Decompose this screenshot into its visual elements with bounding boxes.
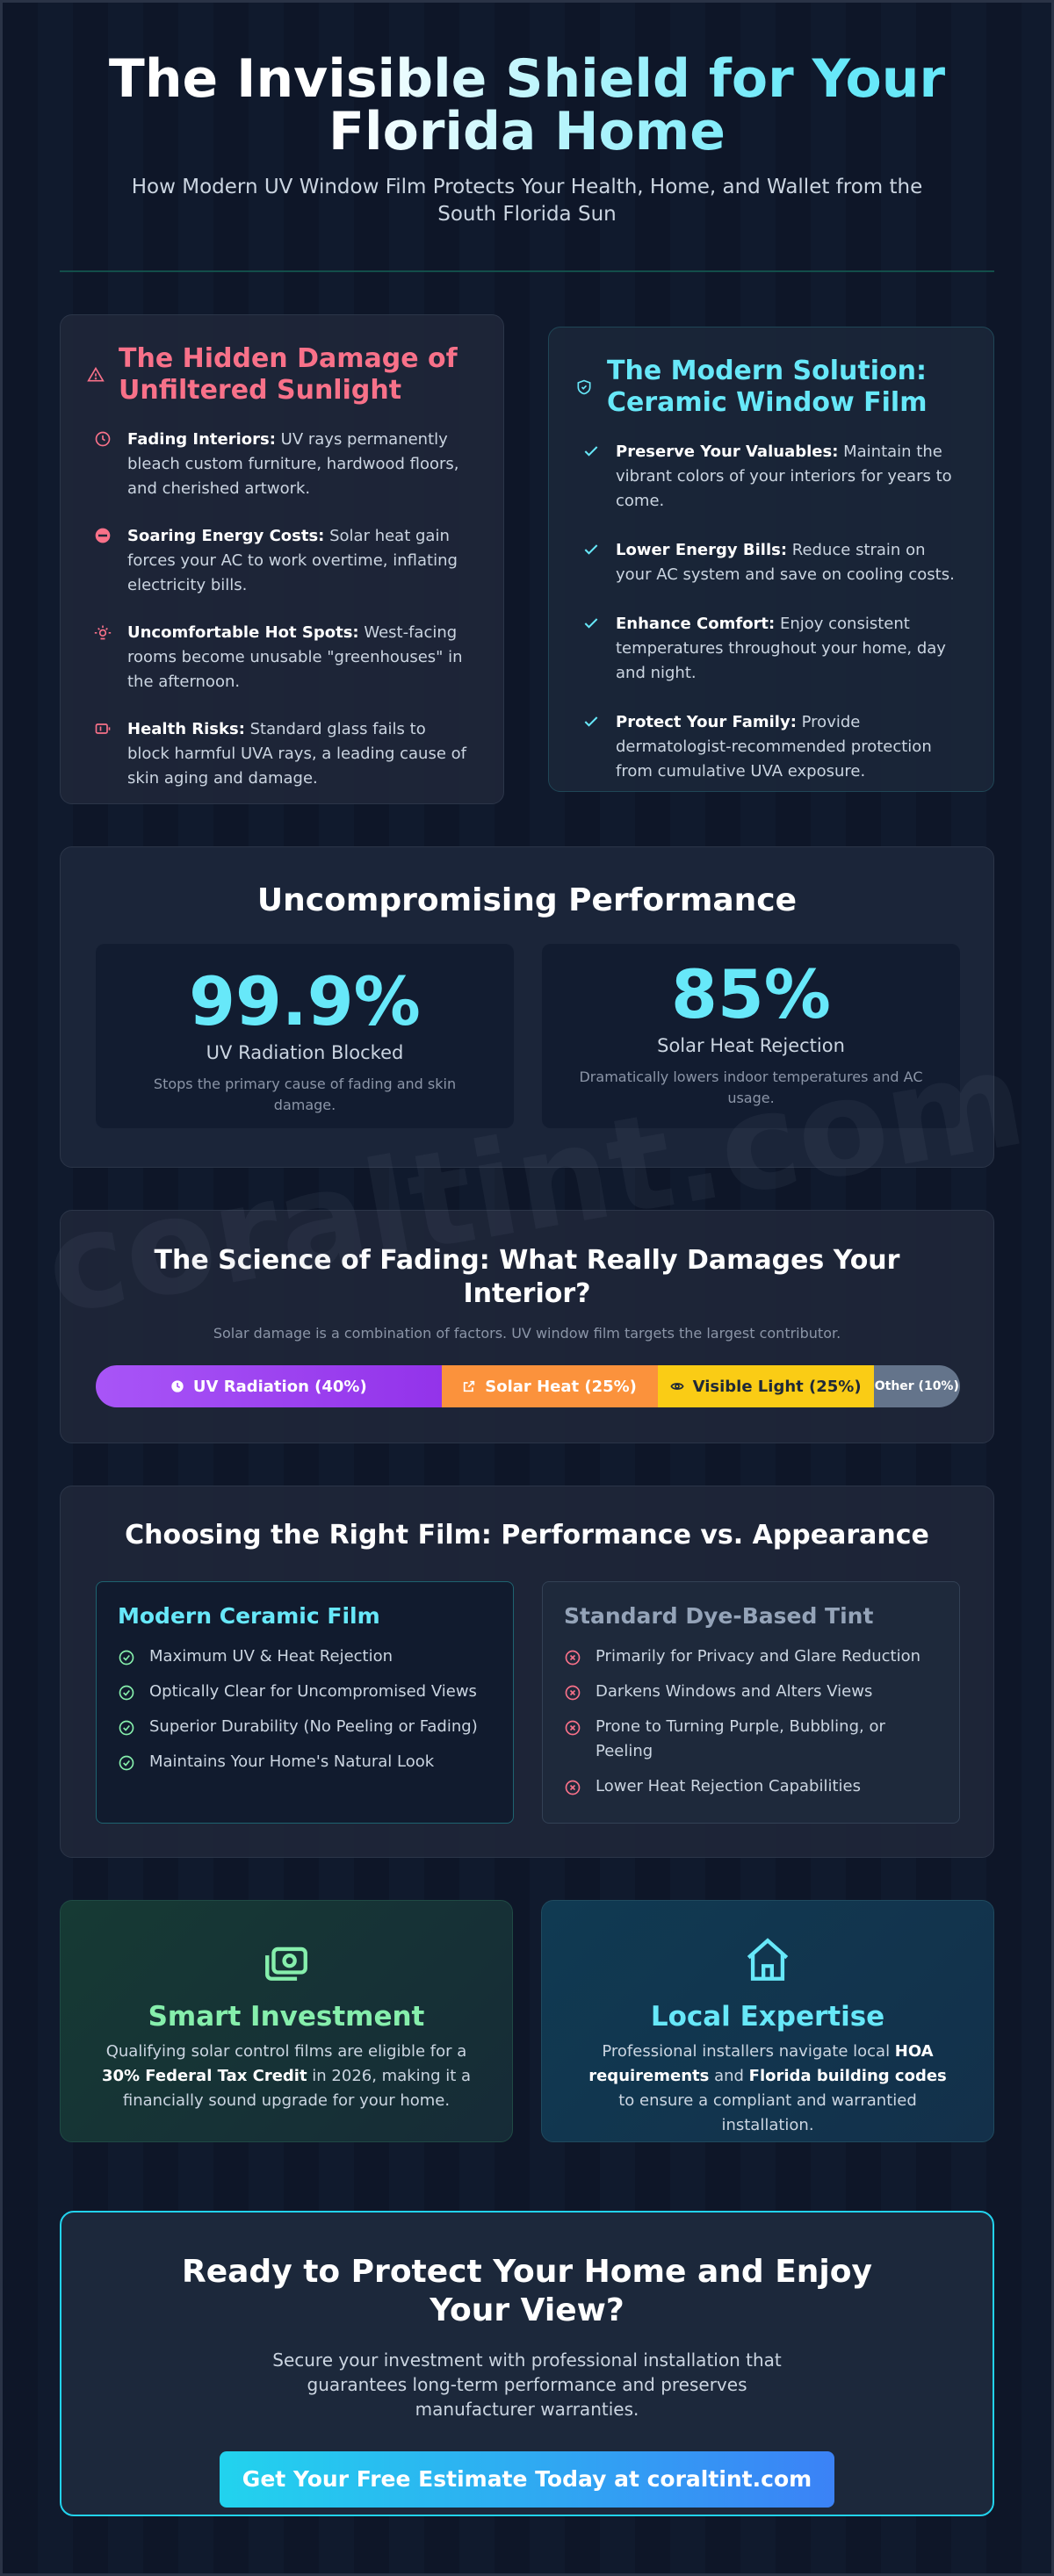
external-icon (464, 1380, 475, 1392)
solution-item: Protect Your Family: Provide dermatologi… (582, 710, 958, 784)
bar-segment-light: Visible Light (25%) (657, 1365, 874, 1407)
stat-label: UV Radiation Blocked (206, 1042, 404, 1063)
solution-item: Enhance Comfort: Enjoy consistent temper… (582, 612, 958, 686)
damage-card: The Hidden Damage of Unfiltered Sunlight… (60, 314, 504, 804)
science-title: The Science of Fading: What Really Damag… (154, 1245, 900, 1309)
ceramic-item: Maintains Your Home's Natural Look (118, 1750, 492, 1774)
investment-text: Qualifying solar control films are eligi… (101, 2042, 472, 2110)
comparison-section: Choosing the Right Film: Performance vs.… (60, 1486, 994, 1858)
cta-title: Ready to Protect Your Home and Enjoy You… (182, 2254, 872, 2328)
comparison-title: Choosing the Right Film: Performance vs.… (125, 1520, 929, 1551)
bar-segment-heat: Solar Heat (25%) (441, 1365, 658, 1407)
dye-tint-title: Standard Dye-Based Tint (564, 1603, 874, 1629)
science-subtitle: Solar damage is a combination of factors… (213, 1325, 841, 1342)
eye-icon (670, 1383, 684, 1390)
page-subtitle: How Modern UV Window Film Protects Your … (131, 176, 923, 226)
check-circle-icon (119, 1755, 134, 1771)
stat-card-heat: 85% Solar Heat Rejection Dramatically lo… (542, 944, 960, 1128)
battery-icon (95, 723, 111, 734)
damage-item: Health Risks: Standard glass fails to bl… (94, 717, 468, 791)
x-circle-icon (565, 1780, 581, 1795)
stat-desc: Dramatically lowers indoor temperatures … (579, 1069, 923, 1106)
shield-icon (577, 379, 591, 395)
check-icon (584, 618, 598, 629)
performance-title: Uncompromising Performance (256, 882, 798, 918)
check-circle-icon (119, 1685, 134, 1701)
page-title: The Invisible Shield for Your Florida Ho… (60, 53, 994, 158)
stat-desc: Stops the primary cause of fading and sk… (153, 1076, 457, 1113)
cta-text: Secure your investment with professional… (272, 2349, 782, 2420)
ceramic-item: Superior Durability (No Peeling or Fadin… (118, 1715, 492, 1739)
solution-card: The Modern Solution: Ceramic Window Film… (548, 327, 994, 792)
ceramic-item: Maximum UV & Heat Rejection (118, 1644, 492, 1669)
bar-segment-uv: UV Radiation (40%) (96, 1365, 442, 1407)
fading-bar: UV Radiation (40%) Solar Heat (25%) Visi… (96, 1365, 960, 1407)
dye-item: Lower Heat Rejection Capabilities (564, 1774, 938, 1799)
investment-title: Smart Investment (148, 2001, 425, 2033)
x-circle-icon (565, 1650, 581, 1666)
stat-card-uv: 99.9% UV Radiation Blocked Stops the pri… (96, 944, 514, 1128)
free-estimate-button[interactable]: Get Your Free Estimate Today at coraltin… (220, 2451, 834, 2508)
dye-item: Prone to Turning Purple, Bubbling, or Pe… (564, 1715, 938, 1764)
damage-item: Uncomfortable Hot Spots: West-facing roo… (94, 621, 468, 694)
dye-tint-card: Standard Dye-Based Tint Primarily for Pr… (542, 1581, 960, 1824)
expertise-title: Local Expertise (650, 2001, 885, 2033)
stat-value: 99.9% (189, 962, 421, 1040)
expertise-text: Professional installers navigate local H… (588, 2042, 947, 2134)
solution-item: Preserve Your Valuables: Maintain the vi… (582, 440, 958, 514)
check-icon (584, 544, 598, 555)
money-icon (265, 1946, 307, 1981)
bar-segment-other: Other (10%) (873, 1365, 960, 1407)
damage-item: Soaring Energy Costs: Solar heat gain fo… (94, 524, 468, 598)
investment-card: Smart Investment Qualifying solar contro… (60, 1900, 513, 2142)
clock-icon (95, 431, 111, 447)
performance-section: Uncompromising Performance 99.9% UV Radi… (60, 846, 994, 1168)
dye-item: Primarily for Privacy and Glare Reductio… (564, 1644, 938, 1669)
dye-item: Darkens Windows and Alters Views (564, 1680, 938, 1704)
x-circle-icon (565, 1720, 581, 1736)
header-divider (60, 270, 994, 272)
ceramic-item: Optically Clear for Uncompromised Views (118, 1680, 492, 1704)
check-circle-icon (119, 1720, 134, 1736)
ceramic-film-title: Modern Ceramic Film (118, 1603, 380, 1629)
damage-title: The Hidden Damage of Unfiltered Sunlight (119, 343, 458, 406)
ceramic-film-card: Modern Ceramic Film Maximum UV & Heat Re… (96, 1581, 514, 1824)
page-header: The Invisible Shield for Your Florida Ho… (60, 53, 994, 228)
science-section: The Science of Fading: What Really Damag… (60, 1210, 994, 1443)
expertise-card: Local Expertise Professional installers … (541, 1900, 994, 2142)
solution-item: Lower Energy Bills: Reduce strain on you… (582, 538, 958, 587)
check-circle-icon (119, 1650, 134, 1666)
warning-icon (87, 366, 105, 382)
check-icon (584, 716, 598, 727)
damage-item: Fading Interiors: UV rays permanently bl… (94, 428, 468, 501)
clock-icon (171, 1380, 184, 1392)
stat-label: Solar Heat Rejection (657, 1035, 845, 1056)
sun-icon (94, 625, 112, 640)
cta-section: Ready to Protect Your Home and Enjoy You… (60, 2211, 994, 2516)
solution-title: The Modern Solution: Ceramic Window Film (607, 356, 928, 418)
x-circle-icon (565, 1685, 581, 1701)
check-icon (584, 446, 598, 457)
home-icon (747, 1938, 789, 1981)
minus-circle-icon (95, 528, 111, 543)
stat-value: 85% (671, 955, 831, 1033)
